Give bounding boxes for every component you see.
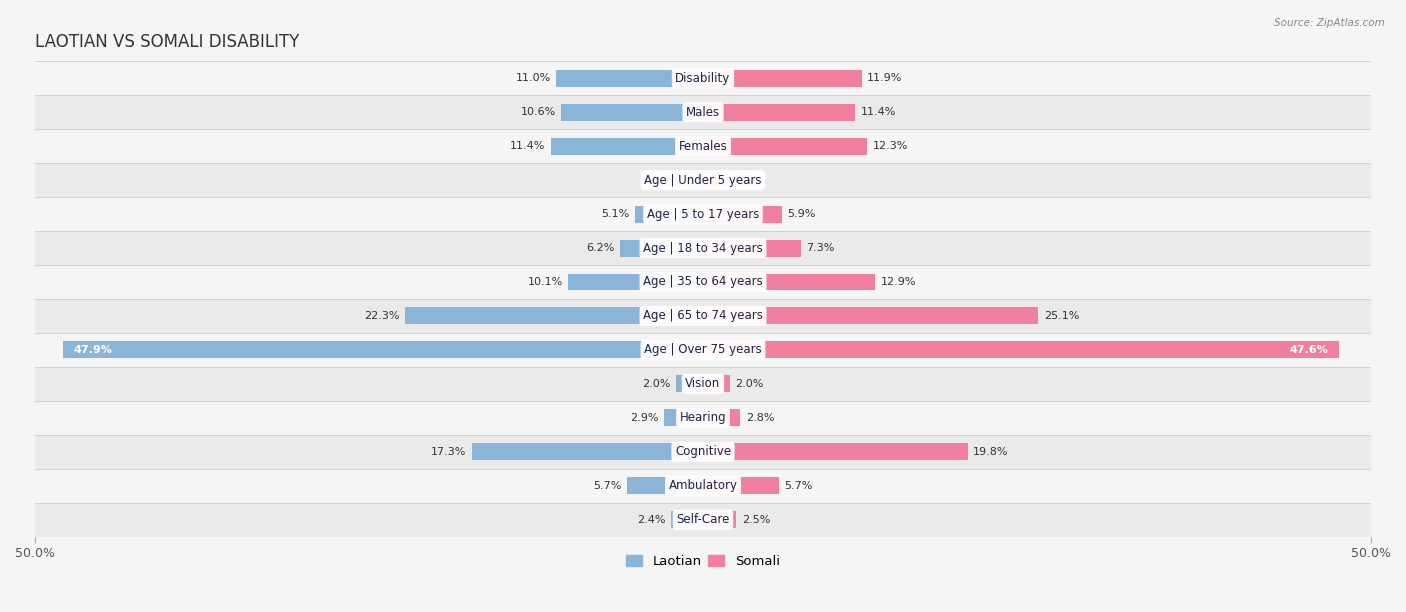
- Text: Ambulatory: Ambulatory: [668, 479, 738, 492]
- Bar: [703, 477, 779, 494]
- Bar: [703, 375, 730, 392]
- Bar: [35, 61, 1371, 95]
- Bar: [703, 239, 800, 256]
- Bar: [671, 511, 703, 528]
- Text: 22.3%: 22.3%: [364, 311, 399, 321]
- Text: 5.7%: 5.7%: [593, 481, 621, 491]
- Bar: [35, 265, 1371, 299]
- Text: Hearing: Hearing: [679, 411, 727, 424]
- Bar: [568, 274, 703, 291]
- Bar: [703, 70, 862, 87]
- Text: 17.3%: 17.3%: [432, 447, 467, 457]
- Bar: [620, 239, 703, 256]
- Bar: [688, 171, 703, 188]
- Text: 5.1%: 5.1%: [602, 209, 630, 219]
- Bar: [703, 206, 782, 223]
- Text: Cognitive: Cognitive: [675, 446, 731, 458]
- Bar: [35, 469, 1371, 502]
- Text: 10.1%: 10.1%: [527, 277, 562, 287]
- Text: Age | 35 to 64 years: Age | 35 to 64 years: [643, 275, 763, 288]
- Text: 47.6%: 47.6%: [1289, 345, 1329, 355]
- Text: 47.9%: 47.9%: [73, 345, 112, 355]
- Text: 12.9%: 12.9%: [880, 277, 917, 287]
- Text: 2.5%: 2.5%: [742, 515, 770, 524]
- Text: Age | 18 to 34 years: Age | 18 to 34 years: [643, 242, 763, 255]
- Bar: [703, 274, 876, 291]
- Text: Source: ZipAtlas.com: Source: ZipAtlas.com: [1274, 18, 1385, 28]
- Bar: [703, 138, 868, 155]
- Bar: [703, 103, 855, 121]
- Text: 2.8%: 2.8%: [745, 413, 775, 423]
- Bar: [35, 95, 1371, 129]
- Text: Self-Care: Self-Care: [676, 513, 730, 526]
- Text: 11.4%: 11.4%: [510, 141, 546, 151]
- Bar: [703, 409, 741, 427]
- Text: 10.6%: 10.6%: [520, 107, 555, 117]
- Text: Females: Females: [679, 140, 727, 152]
- Bar: [551, 138, 703, 155]
- Text: 12.3%: 12.3%: [873, 141, 908, 151]
- Text: Disability: Disability: [675, 72, 731, 84]
- Bar: [63, 341, 703, 359]
- Text: Age | Over 75 years: Age | Over 75 years: [644, 343, 762, 356]
- Bar: [35, 299, 1371, 333]
- Bar: [703, 341, 1339, 359]
- Bar: [35, 367, 1371, 401]
- Text: 5.7%: 5.7%: [785, 481, 813, 491]
- Text: 6.2%: 6.2%: [586, 243, 614, 253]
- Text: Age | 65 to 74 years: Age | 65 to 74 years: [643, 310, 763, 323]
- Text: Age | 5 to 17 years: Age | 5 to 17 years: [647, 207, 759, 220]
- Text: 25.1%: 25.1%: [1043, 311, 1078, 321]
- Bar: [703, 443, 967, 460]
- Text: 7.3%: 7.3%: [806, 243, 834, 253]
- Text: 11.0%: 11.0%: [516, 73, 551, 83]
- Bar: [405, 307, 703, 324]
- Bar: [35, 435, 1371, 469]
- Text: 19.8%: 19.8%: [973, 447, 1008, 457]
- Bar: [35, 129, 1371, 163]
- Bar: [627, 477, 703, 494]
- Bar: [35, 333, 1371, 367]
- Text: 11.9%: 11.9%: [868, 73, 903, 83]
- Text: 1.2%: 1.2%: [724, 175, 752, 185]
- Bar: [555, 70, 703, 87]
- Text: Age | Under 5 years: Age | Under 5 years: [644, 174, 762, 187]
- Bar: [703, 511, 737, 528]
- Bar: [664, 409, 703, 427]
- Text: 2.4%: 2.4%: [637, 515, 665, 524]
- Bar: [35, 502, 1371, 537]
- Bar: [636, 206, 703, 223]
- Bar: [35, 197, 1371, 231]
- Legend: Laotian, Somali: Laotian, Somali: [621, 550, 785, 573]
- Bar: [35, 401, 1371, 435]
- Text: 2.0%: 2.0%: [643, 379, 671, 389]
- Text: Males: Males: [686, 106, 720, 119]
- Bar: [561, 103, 703, 121]
- Text: 2.9%: 2.9%: [630, 413, 659, 423]
- Text: Vision: Vision: [685, 378, 721, 390]
- Text: 11.4%: 11.4%: [860, 107, 896, 117]
- Text: 1.2%: 1.2%: [654, 175, 682, 185]
- Bar: [703, 171, 718, 188]
- Bar: [35, 231, 1371, 265]
- Text: 2.0%: 2.0%: [735, 379, 763, 389]
- Bar: [35, 163, 1371, 197]
- Bar: [676, 375, 703, 392]
- Text: 5.9%: 5.9%: [787, 209, 815, 219]
- Bar: [472, 443, 703, 460]
- Bar: [703, 307, 1039, 324]
- Text: LAOTIAN VS SOMALI DISABILITY: LAOTIAN VS SOMALI DISABILITY: [35, 34, 299, 51]
